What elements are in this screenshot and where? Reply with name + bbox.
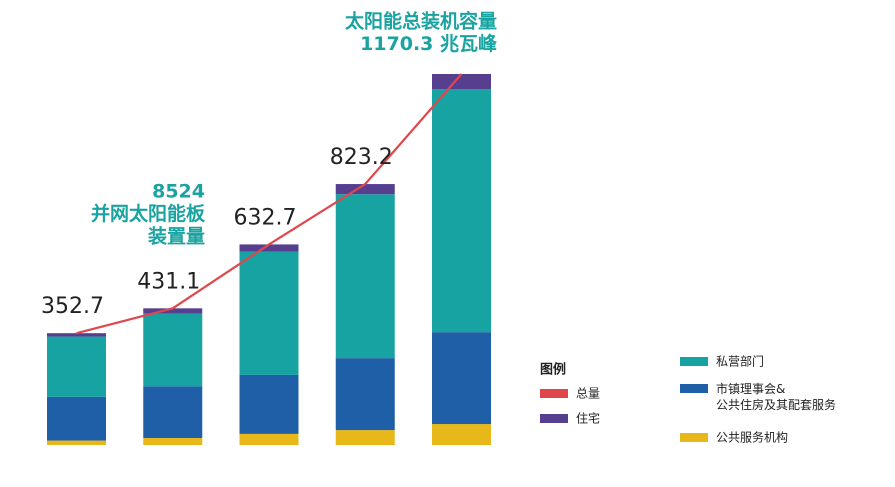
legend-label-line: 公共住房及其配套服务: [716, 397, 836, 412]
bar-segment: [239, 433, 299, 445]
bar-segment: [239, 374, 299, 434]
legend-label: 私营部门: [716, 354, 764, 369]
legend-swatch: [540, 414, 568, 423]
annotation: 并网太阳能板: [91, 202, 206, 225]
data-label: 823.2: [330, 145, 393, 170]
legend-label: 市镇理事会&公共住房及其配套服务: [716, 381, 836, 412]
bar-segment: [335, 184, 395, 195]
bar-segment: [47, 440, 106, 445]
bar-segment: [335, 430, 395, 445]
data-label: 431.1: [137, 269, 200, 294]
bar-segment: [239, 251, 299, 375]
bar-segment: [143, 308, 203, 314]
bar-segment: [143, 438, 203, 445]
annotation: 1170.3 兆瓦峰: [360, 32, 498, 55]
legend-title: 图例: [540, 362, 566, 378]
bar-segment: [432, 74, 491, 90]
legend-label: 住宅: [576, 411, 600, 426]
total-line: [76, 73, 463, 335]
legend-swatch: [680, 357, 708, 366]
bar-segment: [335, 358, 395, 431]
data-label: 632.7: [234, 205, 297, 230]
legend-label: 总量: [576, 387, 600, 401]
bar-segment: [47, 333, 106, 337]
legend-swatch: [680, 384, 708, 393]
bar-segment: [432, 89, 491, 333]
legend-label-line: 市镇理事会&: [716, 381, 785, 396]
bar-segment: [47, 336, 106, 397]
annotation: 装置量: [147, 225, 205, 248]
bar-segment: [432, 424, 491, 445]
annotation: 太阳能总装机容量: [345, 10, 497, 33]
bar-segment: [432, 332, 491, 425]
bar-segment: [143, 313, 203, 387]
data-label: 352.7: [41, 294, 104, 319]
bar-segment: [143, 386, 203, 439]
annotation: 8524: [152, 181, 205, 203]
bar-segment: [239, 244, 299, 252]
legend-swatch: [540, 389, 568, 398]
legend-swatch: [680, 433, 708, 442]
legend-label: 公共服务机构: [716, 430, 788, 445]
bar-segment: [47, 396, 106, 441]
bar-segment: [335, 194, 395, 359]
